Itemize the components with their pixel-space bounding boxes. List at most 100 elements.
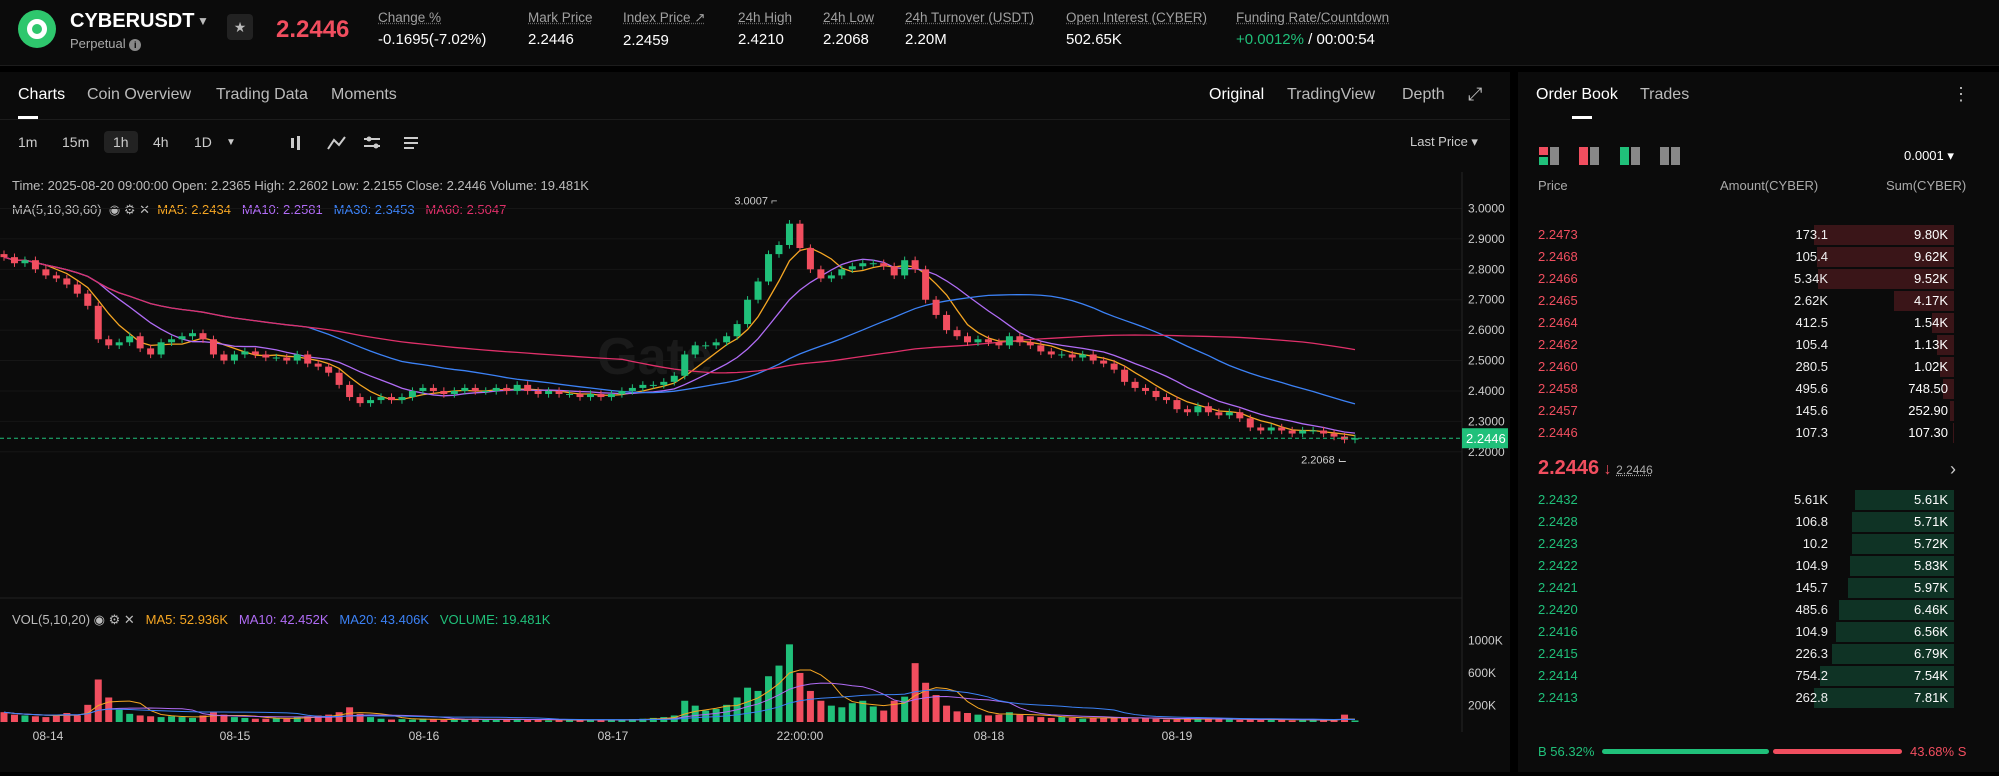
depth-bar: [1836, 622, 1954, 642]
close-icon[interactable]: ✕: [123, 612, 143, 627]
volume-tick-label: 1000K: [1468, 633, 1503, 647]
chevron-down-icon[interactable]: ▼: [197, 14, 209, 28]
candle-body: [670, 375, 678, 382]
precision-select[interactable]: 0.0001 ▾: [1904, 148, 1954, 163]
volume-bar: [1162, 719, 1170, 722]
time-tick-label: 08-14: [33, 729, 64, 743]
bid-row[interactable]: 2.2415 226.3 6.79K: [1518, 643, 1978, 665]
bid-row[interactable]: 2.2423 10.2 5.72K: [1518, 533, 1978, 555]
order-price: 2.2420: [1538, 602, 1578, 617]
tf-4h[interactable]: 4h: [153, 134, 169, 150]
mode-tradingview[interactable]: TradingView: [1287, 86, 1376, 103]
stat-label[interactable]: 24h Low: [823, 10, 875, 25]
ask-row[interactable]: 2.2462 105.4 1.13K: [1518, 334, 1978, 356]
eye-icon[interactable]: ◉: [93, 612, 106, 627]
time-tick-label: 22:00:00: [777, 729, 824, 743]
chevron-right-icon[interactable]: ›: [1950, 459, 1956, 479]
volume-bar: [827, 705, 835, 722]
candle-body: [1204, 406, 1212, 413]
candle-body: [419, 387, 427, 391]
ask-row[interactable]: 2.2464 412.5 1.54K: [1518, 312, 1978, 334]
close-icon[interactable]: ✕: [139, 202, 154, 217]
order-amount: 107.3: [1795, 425, 1828, 440]
stat-label[interactable]: Funding Rate/Countdown: [1236, 10, 1390, 25]
settings-icon[interactable]: ⚙: [108, 612, 121, 627]
info-icon[interactable]: i: [129, 39, 142, 51]
bid-row[interactable]: 2.2432 5.61K 5.61K: [1518, 489, 1978, 511]
tab-moments[interactable]: Moments: [331, 86, 397, 103]
bid-row[interactable]: 2.2422 104.9 5.83K: [1518, 555, 1978, 577]
bid-row[interactable]: 2.2420 485.6 6.46K: [1518, 599, 1978, 621]
settings-icon[interactable]: ⚙: [123, 202, 136, 217]
bid-row[interactable]: 2.2416 104.9 6.56K: [1518, 621, 1978, 643]
mode-depth[interactable]: Depth: [1402, 86, 1445, 103]
candle-body: [691, 345, 699, 355]
volume-bar: [922, 682, 930, 722]
indicator-icon[interactable]: [291, 136, 300, 150]
volume-bar: [1173, 719, 1181, 722]
volume-tick-label: 200K: [1468, 699, 1496, 713]
price-tick-label: 3.0000: [1468, 201, 1505, 215]
list-icon[interactable]: [404, 137, 418, 149]
ask-row[interactable]: 2.2465 2.62K 4.17K: [1518, 290, 1978, 312]
symbol-selector[interactable]: CYBERUSDT: [70, 10, 195, 32]
ask-row[interactable]: 2.2446 107.3 107.30: [1518, 422, 1978, 444]
candle-body: [1068, 354, 1076, 358]
candle-body: [628, 387, 636, 391]
chevron-down-icon[interactable]: ▼: [226, 137, 236, 148]
price-type-select[interactable]: Last Price ▾: [1410, 134, 1478, 149]
volume-bar: [1341, 714, 1349, 722]
expand-icon[interactable]: ⤢: [1468, 84, 1483, 104]
asks-only-view-icon[interactable]: [1578, 146, 1600, 166]
ask-row[interactable]: 2.2468 105.4 9.62K: [1518, 246, 1978, 268]
candlestick-chart[interactable]: 3.0000 2.9000 2.8000 2.7000 2.6000 2.5000 2.40…: [0, 72, 1510, 772]
settings-sliders-icon[interactable]: [364, 136, 380, 149]
candle-body: [1236, 412, 1244, 419]
tf-1m[interactable]: 1m: [18, 134, 38, 150]
ask-row[interactable]: 2.2460 280.5 1.02K: [1518, 356, 1978, 378]
bid-row[interactable]: 2.2414 754.2 7.54K: [1518, 665, 1978, 687]
order-sum: 1.13K: [1914, 337, 1948, 352]
mode-original[interactable]: Original: [1209, 86, 1265, 103]
candle-body: [995, 342, 1003, 346]
order-book-panel: Order Book Trades ⋮ 0.0001 ▾ Price Amoun…: [1518, 72, 1999, 772]
bids-only-view-icon[interactable]: [1619, 146, 1641, 166]
tf-1d[interactable]: 1D: [194, 134, 212, 150]
bid-row[interactable]: 2.2413 262.8 7.81K: [1518, 687, 1978, 709]
price-tick-label: 2.2000: [1468, 445, 1505, 459]
grid-view-icon[interactable]: [1659, 146, 1681, 166]
volume-bar: [367, 717, 375, 722]
ask-row[interactable]: 2.2466 5.34K 9.52K: [1518, 268, 1978, 290]
stat-label[interactable]: Index Price ↗: [623, 10, 706, 25]
volume-bar: [52, 714, 60, 722]
favorite-star-icon[interactable]: ★: [227, 14, 253, 40]
candle-body: [168, 339, 176, 343]
ask-row[interactable]: 2.2457 145.6 252.90: [1518, 400, 1978, 422]
tab-trading-data[interactable]: Trading Data: [216, 86, 308, 103]
both-sides-view-icon[interactable]: [1538, 146, 1560, 166]
drawing-icon[interactable]: [327, 136, 346, 150]
tab-coin-overview[interactable]: Coin Overview: [87, 86, 192, 103]
stat-label[interactable]: Mark Price: [528, 10, 593, 25]
candle-body: [94, 305, 102, 340]
stat-label[interactable]: 24h High: [738, 10, 793, 25]
stat-label[interactable]: 24h Turnover (USDT): [905, 10, 1035, 25]
ask-row[interactable]: 2.2473 173.1 9.80K: [1518, 224, 1978, 246]
order-price: 2.2460: [1538, 359, 1578, 374]
tf-15m[interactable]: 15m: [62, 134, 90, 150]
tab-trades[interactable]: Trades: [1640, 86, 1690, 103]
bid-row[interactable]: 2.2421 145.7 5.97K: [1518, 577, 1978, 599]
candle-body: [890, 266, 898, 276]
tab-order-book[interactable]: Order Book: [1536, 86, 1618, 103]
bid-row[interactable]: 2.2428 106.8 5.71K: [1518, 511, 1978, 533]
order-amount: 226.3: [1795, 646, 1828, 661]
candle-body: [827, 275, 835, 279]
depth-bar: [1814, 688, 1954, 708]
ask-row[interactable]: 2.2458 495.6 748.50: [1518, 378, 1978, 400]
tf-1h[interactable]: 1h: [104, 131, 138, 153]
more-icon[interactable]: ⋮: [1952, 84, 1970, 104]
stat-label[interactable]: Change %: [378, 10, 442, 25]
tab-charts[interactable]: Charts: [18, 86, 66, 103]
eye-icon[interactable]: ◉: [105, 202, 121, 217]
stat-label[interactable]: Open Interest (CYBER): [1066, 10, 1208, 25]
